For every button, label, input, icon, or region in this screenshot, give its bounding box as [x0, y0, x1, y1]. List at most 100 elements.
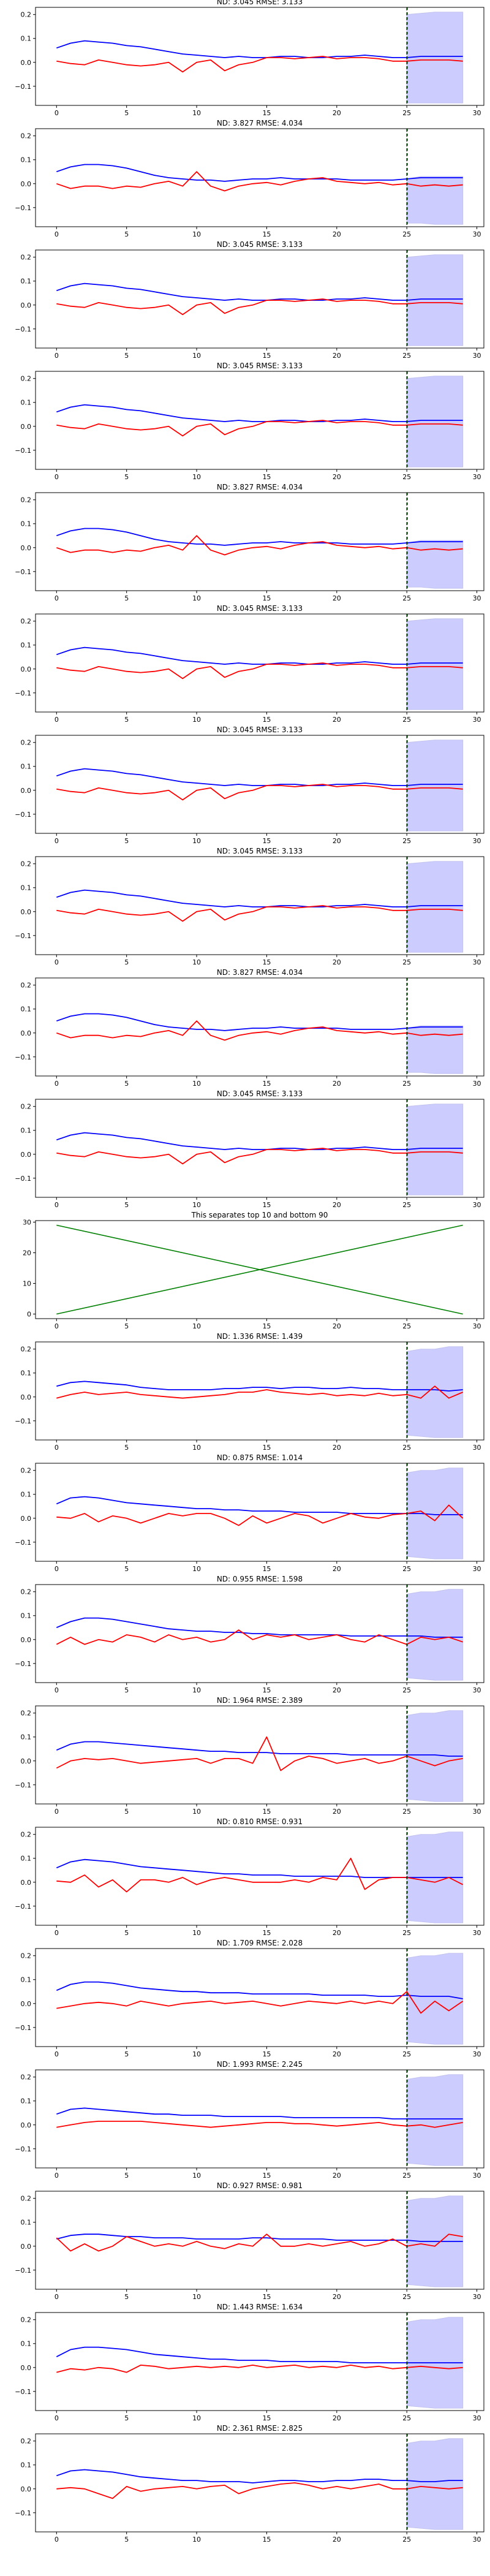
- x-tick-label: 30: [473, 1080, 481, 1088]
- axes-frame: [35, 1099, 484, 1198]
- green-series-line: [56, 1224, 463, 1315]
- x-tick-label: 20: [333, 2050, 341, 2058]
- x-tick-label: 10: [192, 594, 201, 602]
- x-tick-label: 0: [55, 2172, 59, 2180]
- x-tick-label: 20: [333, 1080, 341, 1088]
- red-series-line: [56, 1991, 464, 2014]
- x-tick-label: 15: [262, 2414, 271, 2422]
- red-series-line: [56, 56, 463, 73]
- x-tick-label: 20: [333, 1201, 341, 1209]
- subplot: ND: 3.827 RMSE: 4.034 0 5 10 15 20 25 30 −0.1 0.0…: [15, 483, 484, 602]
- x-tick-label: 15: [262, 109, 271, 117]
- x-tick-label: 15: [262, 230, 271, 238]
- subplot: ND: 0.955 RMSE: 1.598 0 5 10 15 20 25 30 −0.1 0.0…: [15, 1575, 484, 1694]
- y-tick-label: 0.1: [21, 1976, 32, 1984]
- x-tick-label: 25: [402, 1929, 411, 1937]
- y-tick-label: 30: [23, 1219, 31, 1227]
- y-tick-label: 0.1: [21, 1733, 32, 1741]
- axes-frame: [35, 856, 484, 955]
- y-tick-label: −0.1: [15, 1417, 31, 1425]
- x-tick-label: 25: [402, 958, 411, 966]
- x-tick-label: 0: [55, 473, 59, 481]
- blue-series-line: [56, 2469, 463, 2483]
- x-tick-label: 15: [262, 1565, 271, 1573]
- subplot: ND: 0.810 RMSE: 0.931 0 5 10 15 20 25 30 −0.1 0.0…: [15, 1817, 484, 1937]
- subplot: ND: 1.336 RMSE: 1.439 0 5 10 15 20 25 30 −0.1 0.0…: [15, 1332, 484, 1452]
- x-tick-label: 20: [333, 1929, 341, 1937]
- red-series-line: [56, 2233, 463, 2252]
- y-tick-label: −0.1: [15, 932, 31, 940]
- x-tick-label: 15: [262, 2050, 271, 2058]
- x-tick-label: 20: [333, 1686, 341, 1694]
- x-tick-label: 25: [402, 352, 411, 360]
- subplot-title: ND: 3.827 RMSE: 4.034: [217, 968, 303, 977]
- red-series-line: [56, 1736, 463, 1771]
- x-tick-label: 10: [192, 958, 201, 966]
- blue-series-line: [56, 528, 463, 546]
- x-tick-label: 0: [55, 2293, 59, 2301]
- x-tick-label: 30: [473, 594, 481, 602]
- subplot-title: ND: 3.045 RMSE: 3.133: [217, 0, 303, 6]
- x-tick-label: 30: [473, 958, 481, 966]
- y-tick-label: 0.1: [21, 763, 32, 771]
- y-tick-label: 0.2: [21, 739, 32, 747]
- x-tick-label: 10: [192, 1686, 201, 1694]
- y-tick-label: −0.1: [15, 2267, 31, 2275]
- subplot-title: ND: 1.709 RMSE: 2.028: [217, 1939, 303, 1947]
- x-tick-label: 15: [262, 1322, 271, 1330]
- y-tick-label: 0.0: [21, 2243, 32, 2251]
- axes-frame: [35, 7, 484, 106]
- red-series-line: [56, 2120, 463, 2128]
- y-tick-label: 0.0: [21, 1393, 32, 1401]
- subplot-title: ND: 3.045 RMSE: 3.133: [217, 725, 303, 734]
- y-tick-label: 0.1: [21, 1612, 32, 1620]
- x-tick-label: 5: [124, 837, 129, 845]
- x-tick-label: 25: [402, 594, 411, 602]
- x-tick-label: 15: [262, 352, 271, 360]
- x-tick-label: 25: [402, 1444, 411, 1452]
- red-series-line: [56, 1020, 463, 1041]
- x-tick-label: 10: [192, 1929, 201, 1937]
- blue-series-line: [56, 282, 463, 301]
- subplot: ND: 3.045 RMSE: 3.133 0 5 10 15 20 25 30 −0.1 0.0…: [15, 847, 484, 966]
- x-tick-label: 0: [55, 837, 59, 845]
- x-tick-label: 10: [192, 2050, 201, 2058]
- axes-frame: [35, 1705, 484, 1805]
- y-tick-label: 0.1: [21, 884, 32, 892]
- subplot: ND: 3.045 RMSE: 3.133 0 5 10 15 20 25 30 −0.1 0.0…: [15, 240, 484, 360]
- x-tick-label: 15: [262, 958, 271, 966]
- y-tick-label: 0.0: [21, 787, 32, 795]
- y-tick-label: −0.1: [15, 1539, 31, 1547]
- x-tick-label: 0: [55, 352, 59, 360]
- red-series-line: [56, 1148, 463, 1165]
- red-series-line: [56, 662, 463, 680]
- axes-frame: [35, 2433, 484, 2532]
- blue-series-line: [56, 1981, 463, 1999]
- x-tick-label: 15: [262, 473, 271, 481]
- x-tick-label: 5: [124, 1322, 129, 1330]
- y-tick-label: −0.1: [15, 447, 31, 455]
- prediction-interval-band: [406, 1104, 464, 1195]
- x-tick-label: 10: [192, 473, 201, 481]
- subplot: ND: 3.045 RMSE: 3.133 0 5 10 15 20 25 30 −0.1 0.0…: [15, 604, 484, 724]
- red-series-line: [56, 535, 463, 556]
- x-tick-label: 5: [124, 473, 129, 481]
- x-tick-label: 5: [124, 2050, 129, 2058]
- subplot-title: ND: 1.443 RMSE: 1.634: [217, 2303, 303, 2311]
- subplot-title: This separates top 10 and bottom 90: [191, 1211, 328, 1219]
- x-tick-label: 10: [192, 1201, 201, 1209]
- prediction-interval-band: [406, 254, 464, 346]
- y-tick-label: −0.1: [15, 2388, 31, 2396]
- prediction-interval-band: [406, 1346, 464, 1438]
- y-tick-label: 0.1: [21, 642, 32, 650]
- y-tick-label: 0.0: [21, 2364, 32, 2372]
- blue-series-line: [56, 646, 463, 665]
- x-tick-label: 5: [124, 716, 129, 724]
- x-tick-label: 15: [262, 1808, 271, 1816]
- x-tick-label: 20: [333, 958, 341, 966]
- x-tick-label: 25: [402, 109, 411, 117]
- x-tick-label: 20: [333, 1565, 341, 1573]
- x-tick-label: 20: [333, 2293, 341, 2301]
- x-tick-label: 15: [262, 1929, 271, 1937]
